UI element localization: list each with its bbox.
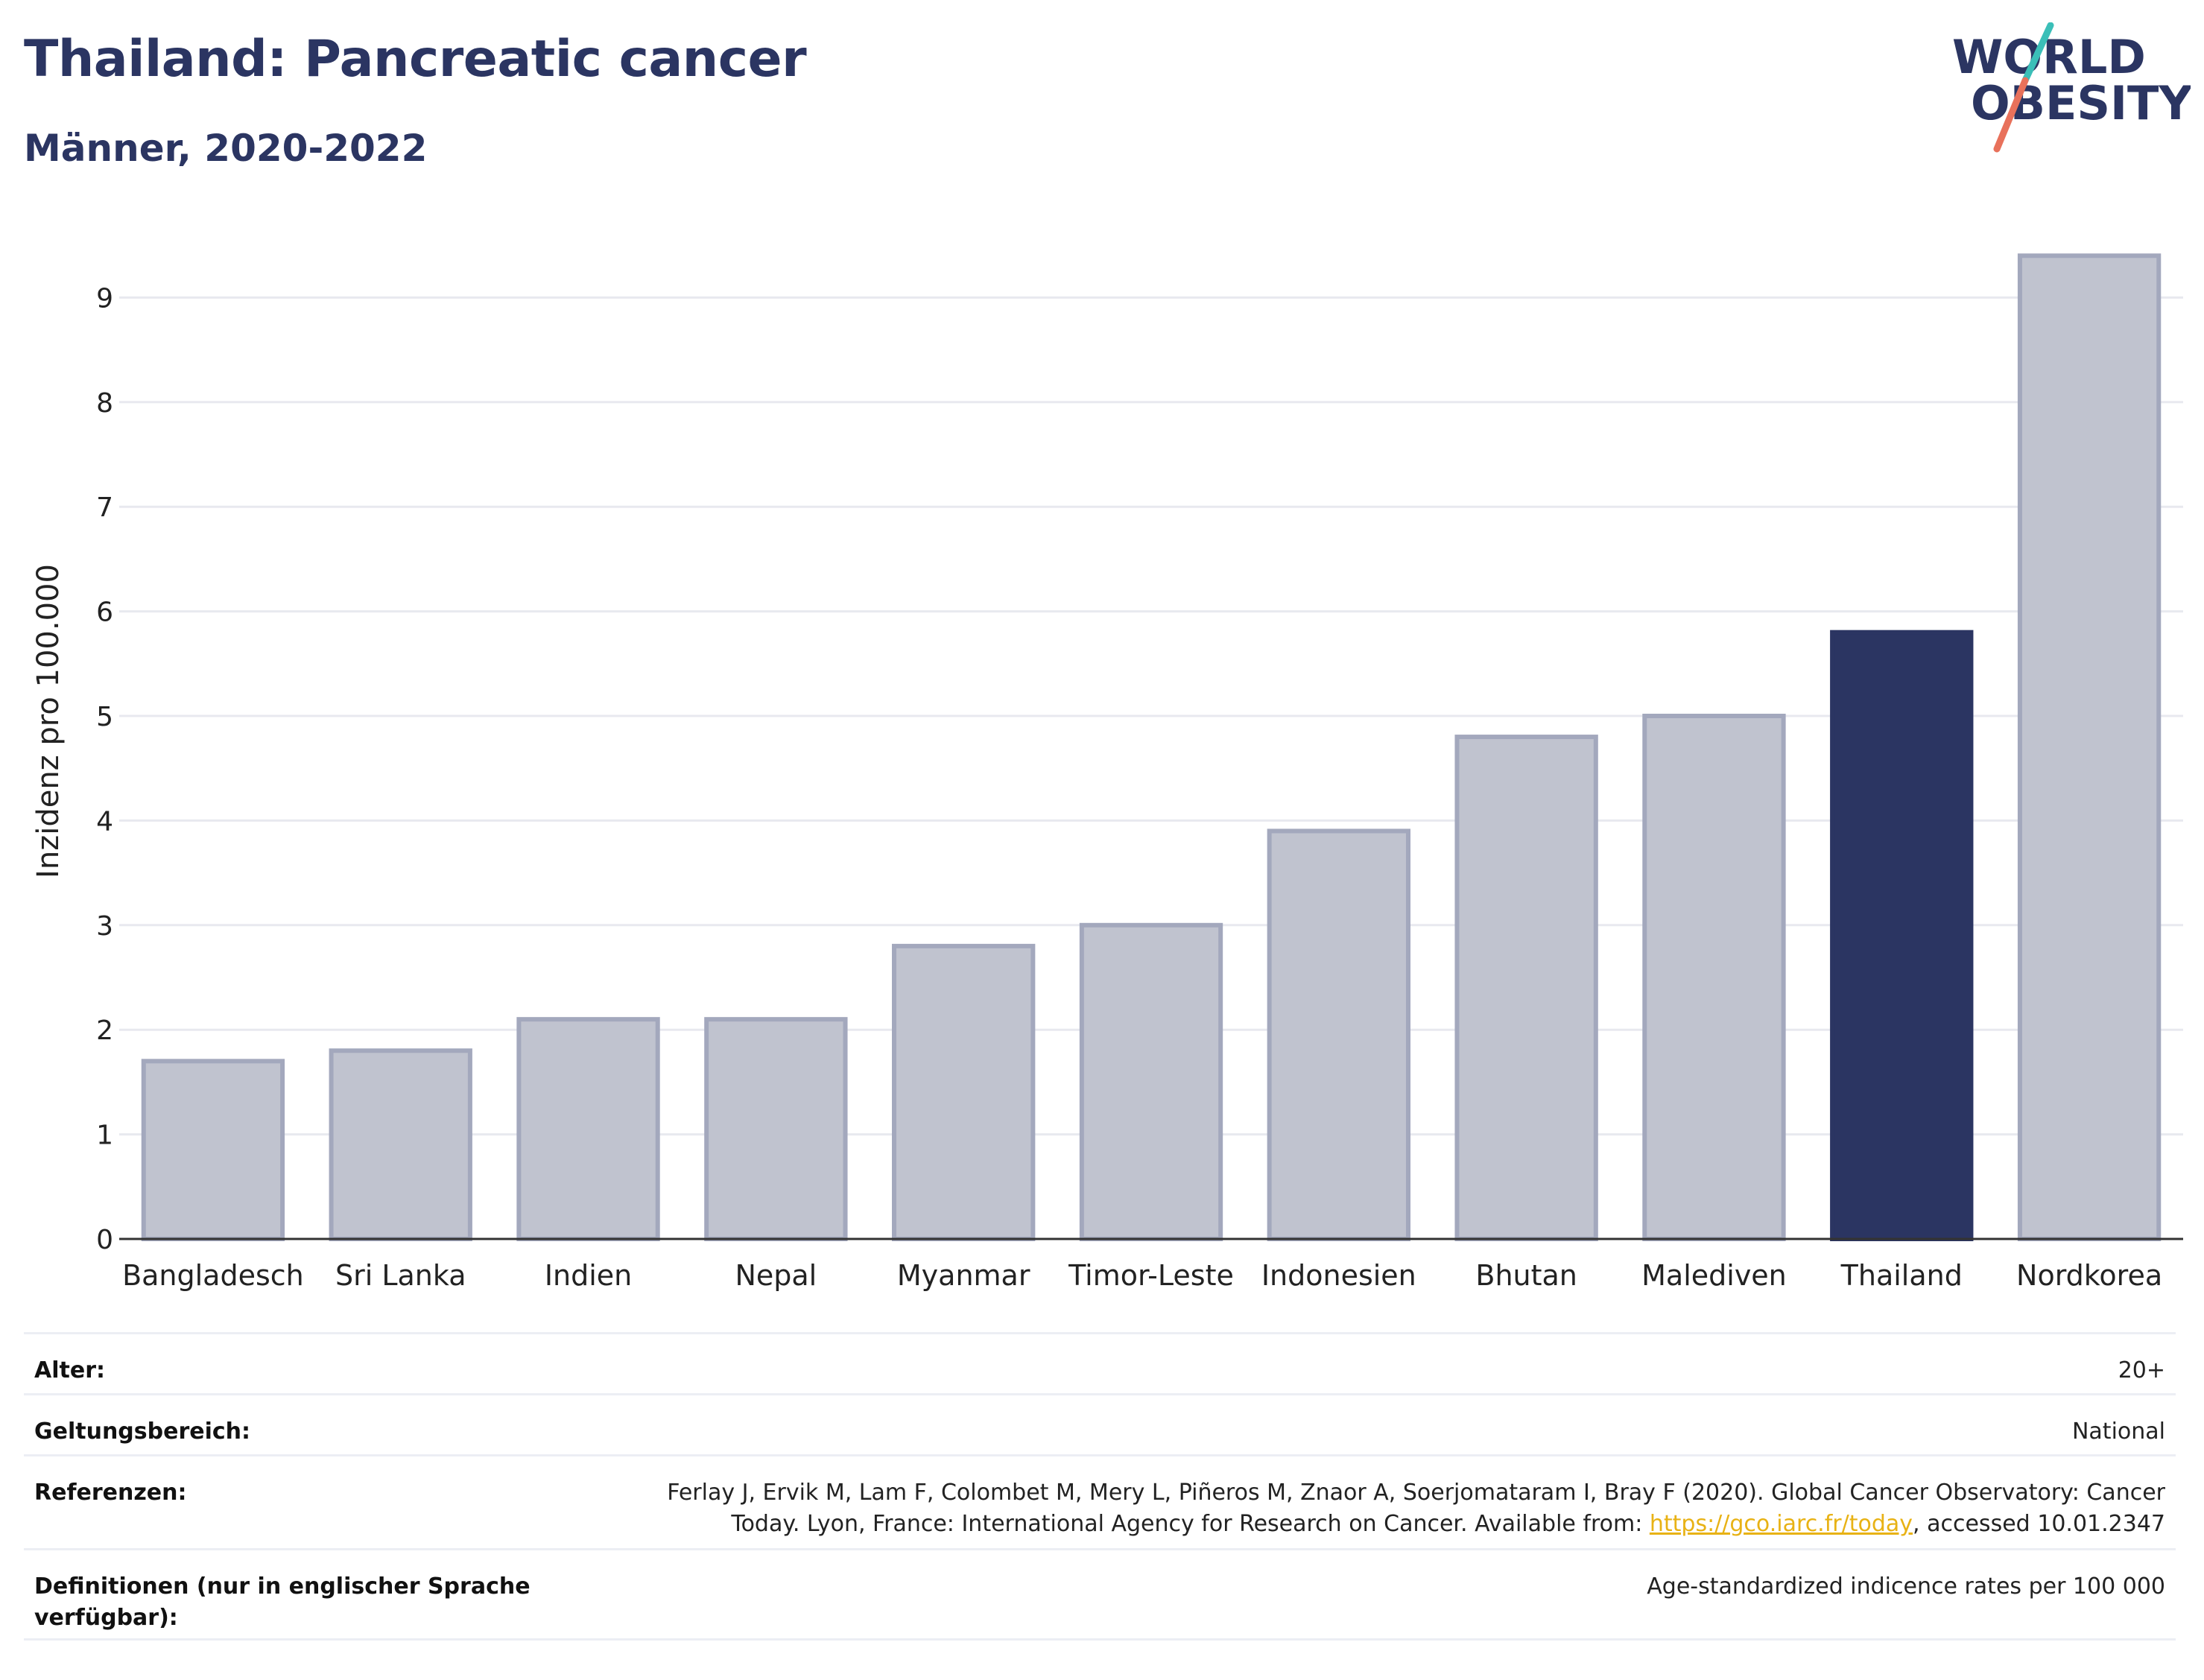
bars bbox=[141, 253, 2162, 1242]
y-tick-label: 3 bbox=[96, 911, 113, 942]
y-tick-labels: 0 1 2 3 4 5 6 7 8 9 bbox=[96, 283, 113, 1255]
x-tick-label: Thailand bbox=[1840, 1259, 1963, 1292]
bar-nepal bbox=[704, 1017, 848, 1242]
x-tick-label: Bhutan bbox=[1475, 1259, 1577, 1292]
info-value-scope: National bbox=[2071, 1419, 2165, 1445]
reference-text-accessed: , accessed 10.01.2347 bbox=[1913, 1511, 2165, 1537]
reference-link[interactable]: https://gco.iarc.fr/today bbox=[1649, 1511, 1913, 1537]
info-row-scope: Geltungsbereich: National bbox=[24, 1393, 2176, 1454]
y-tick-label: 1 bbox=[96, 1120, 113, 1151]
x-tick-label: Nepal bbox=[735, 1259, 817, 1292]
info-label-definitions: Definitionen (nur in englischer Sprache … bbox=[34, 1573, 531, 1631]
chart-subtitle: Männer, 2020-2022 bbox=[24, 127, 428, 170]
bar-indonesien bbox=[1267, 828, 1410, 1241]
y-tick-label: 0 bbox=[96, 1225, 113, 1255]
world-obesity-logo: WORLD OBESITY bbox=[1952, 22, 2191, 153]
logo-text-world: WORLD bbox=[1952, 30, 2146, 84]
y-tick-label: 8 bbox=[96, 388, 113, 419]
x-tick-label: Malediven bbox=[1641, 1259, 1787, 1292]
info-label-references: Referenzen: bbox=[34, 1480, 187, 1506]
x-tick-label: Sri Lanka bbox=[335, 1259, 466, 1292]
bar-myanmar bbox=[892, 943, 1036, 1241]
x-tick-label: Bangladesch bbox=[122, 1259, 304, 1292]
y-tick-label: 6 bbox=[96, 597, 113, 628]
x-tick-label: Indien bbox=[545, 1259, 632, 1292]
x-tick-label: Nordkorea bbox=[2016, 1259, 2162, 1292]
info-value-references: Ferlay J, Ervik M, Lam F, Colombet M, Me… bbox=[667, 1477, 2165, 1540]
x-tick-label: Myanmar bbox=[897, 1259, 1030, 1292]
info-label-scope: Geltungsbereich: bbox=[34, 1419, 251, 1445]
x-tick-labels: Bangladesch Sri Lanka Indien Nepal Myanmar Ti… bbox=[122, 1259, 2162, 1292]
info-table: Alter: 20+ Geltungsbereich: National Ref… bbox=[24, 1332, 2176, 1641]
info-row-age: Alter: 20+ bbox=[24, 1332, 2176, 1393]
info-row-references: Referenzen: Ferlay J, Ervik M, Lam F, Co… bbox=[24, 1454, 2176, 1548]
y-tick-label: 9 bbox=[96, 283, 113, 314]
bar-bangladesch bbox=[141, 1059, 285, 1241]
y-tick-label: 5 bbox=[96, 702, 113, 732]
chart-title: Thailand: Pancreatic cancer bbox=[24, 30, 807, 89]
reference-text-line1: Ferlay J, Ervik M, Lam F, Colombet M, Me… bbox=[667, 1480, 2165, 1506]
bar-indien bbox=[516, 1017, 660, 1242]
info-label-age: Alter: bbox=[34, 1357, 105, 1383]
bar-malediven bbox=[1642, 714, 1786, 1241]
y-tick-label: 4 bbox=[96, 806, 113, 837]
bar-chart: 0 1 2 3 4 5 6 7 8 9 Bangladesch Sri Lanka Indien Nep… bbox=[31, 253, 2183, 1292]
y-tick-label: 2 bbox=[96, 1015, 113, 1046]
x-tick-label: Indonesien bbox=[1261, 1259, 1416, 1292]
info-value-age: 20+ bbox=[2118, 1357, 2165, 1383]
x-tick-label: Timor-Leste bbox=[1068, 1259, 1234, 1292]
bar-bhutan bbox=[1454, 735, 1598, 1241]
bar-nordkorea bbox=[2017, 253, 2162, 1241]
bar-timor-leste bbox=[1079, 922, 1223, 1242]
logo-slash-top bbox=[2021, 22, 2054, 84]
info-row-definitions: Definitionen (nur in englischer Sprache … bbox=[24, 1548, 2176, 1641]
y-tick-label: 7 bbox=[96, 492, 113, 523]
bar-thailand bbox=[1830, 630, 1974, 1241]
y-axis-label: Inzidenz pro 100.000 bbox=[31, 564, 66, 878]
info-value-definitions: Age-standardized indicence rates per 100… bbox=[1647, 1573, 2165, 1600]
bar-sri-lanka bbox=[329, 1048, 472, 1242]
reference-text-line2: Today. Lyon, France: International Agenc… bbox=[731, 1511, 1650, 1537]
logo-slash-bottom bbox=[1993, 77, 2029, 153]
